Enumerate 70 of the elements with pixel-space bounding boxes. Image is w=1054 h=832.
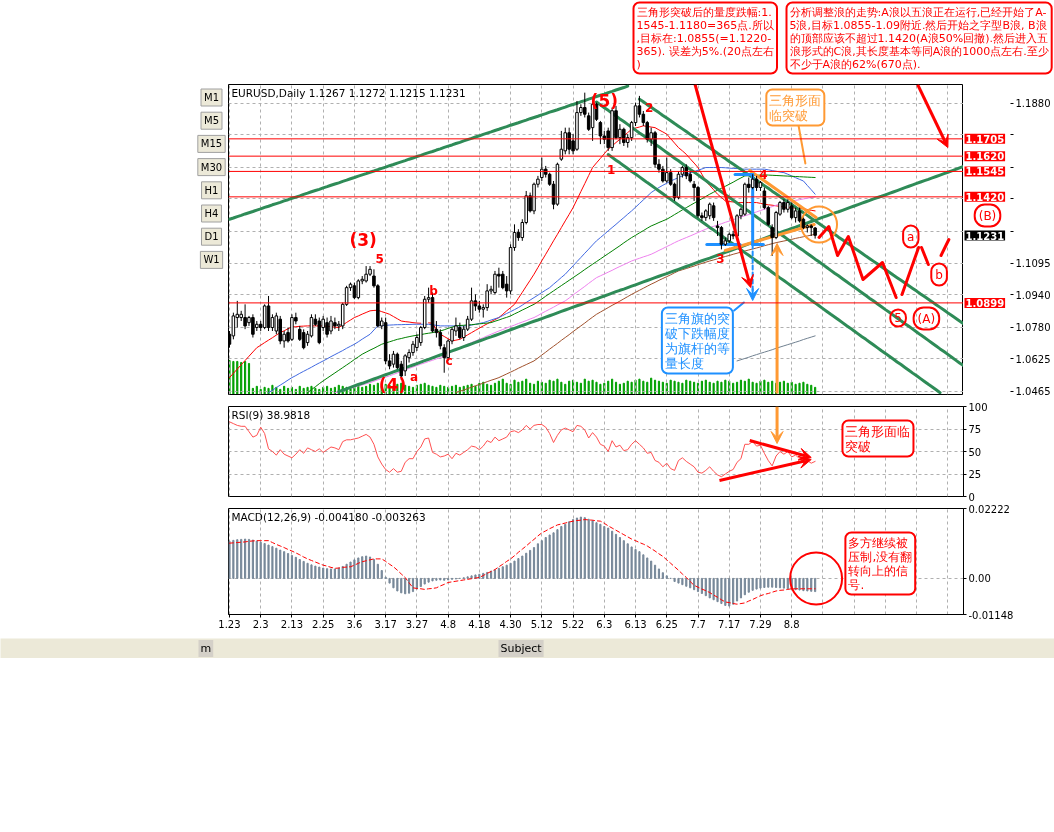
annotation: b	[429, 283, 439, 298]
chart-title: RSI(9) 38.9818	[231, 408, 311, 421]
text: H4	[204, 208, 219, 219]
x-tick-label: 6.13	[624, 618, 647, 630]
annotation: (4)	[378, 374, 407, 395]
y-tick-label: 0	[968, 491, 975, 503]
annotation: c	[445, 353, 453, 368]
annotation: a	[907, 229, 915, 244]
x-tick-label: 3.17	[374, 618, 397, 630]
ref-line-label: 1.1420	[965, 191, 1005, 203]
x-tick-label: 2.25	[312, 618, 335, 630]
x-tick-label: 1.23	[218, 618, 241, 630]
y-tick-label: 25	[968, 469, 982, 480]
x-tick-label: 4.8	[440, 618, 457, 630]
text: M5	[204, 115, 219, 127]
annotation: (A)	[917, 311, 936, 326]
annotation: (3)	[349, 229, 377, 250]
x-tick-label: 4.30	[499, 618, 522, 630]
y-tick-label: 50	[968, 446, 982, 458]
annotation: 三角形面临突破	[769, 92, 822, 123]
text: 三角形突破后的量度跌幅:1.1545-1.1180=365点.所以,目标在:1.0855(=1.1220-365). 误差为5%.(20点左右)	[636, 5, 775, 71]
text: W1	[203, 254, 220, 266]
y-tick-label: 1.0780	[1015, 322, 1051, 334]
x-tick-label: 7.29	[749, 618, 772, 630]
annotation: 三角形面临突破	[845, 423, 911, 454]
ref-line-label: 1.1705	[965, 133, 1005, 145]
annotation: 3	[716, 251, 725, 266]
y-tick-label: 0.00	[968, 573, 991, 585]
y-tick-label: 75	[968, 424, 982, 435]
text: H1	[204, 184, 219, 196]
y-tick-label: 1.0625	[1015, 353, 1051, 365]
x-tick-label: 8.8	[783, 618, 800, 630]
annotation: (5)	[590, 90, 618, 111]
x-tick-label: 4.18	[468, 618, 491, 630]
x-tick-label: 6.25	[655, 618, 678, 630]
y-tick-label: 1.0940	[1015, 289, 1051, 301]
y-tick-label: 100	[968, 401, 988, 413]
ref-line-label: 1.1545	[965, 166, 1005, 178]
annotation: 三角旗的突破下跌幅度为旗杆的等量长度	[663, 310, 730, 371]
ref-line-label: 1.0899	[965, 297, 1005, 309]
annotation: b	[935, 267, 943, 282]
x-tick-label: 3.27	[405, 618, 429, 630]
chart-title: MACD(12,26,9) -0.004180 -0.003263	[231, 510, 426, 523]
y-tick-label: 1.0465	[1015, 386, 1051, 398]
x-tick-label: 7.7	[690, 618, 706, 630]
y-tick-label: 0.02222	[968, 503, 1010, 515]
x-tick-label: 5.22	[561, 618, 585, 630]
annotation: 5	[375, 252, 384, 266]
text: 分析调整浪的走势:A浪以五浪正在运行,已经开始了A-5浪,目标1.0855-1.09附近.然后开始之字型B浪, B浪的顶部应该不超过1.1420(A浪50%回撤).然后进入五浪形式的C浪,其长度基本等同A浪的1000点左右.至少不少于A浪的62%(670点).	[789, 5, 1049, 71]
annotation: 多方继续被压制,没有翻转向上的信号.	[848, 535, 913, 592]
text: M15	[200, 138, 223, 150]
y-tick-label: 1.1880	[1015, 98, 1051, 110]
chart-title: EURUSD,Daily 1.1267 1.1272 1.1215 1.1231	[231, 86, 466, 99]
text: Subject	[500, 642, 543, 655]
ref-line-label: 1.1620	[965, 151, 1005, 163]
x-tick-label: 6.3	[596, 618, 613, 630]
x-tick-label: 7.17	[718, 618, 741, 630]
text: m	[200, 642, 212, 655]
x-tick-label: 3.6	[346, 618, 363, 630]
text: 1.1231	[965, 230, 1005, 242]
x-tick-label: 2.3	[252, 618, 269, 630]
text: D1	[204, 231, 219, 243]
x-tick-label: 2.13	[280, 618, 304, 630]
text: (B)	[978, 208, 997, 223]
text: M1	[204, 92, 219, 103]
y-tick-label: -0.01148	[968, 609, 1014, 621]
annotation: a	[409, 369, 419, 384]
text: M30	[200, 161, 223, 173]
x-tick-label: 5.12	[530, 618, 553, 630]
y-tick-label: 1.1095	[1015, 258, 1051, 270]
